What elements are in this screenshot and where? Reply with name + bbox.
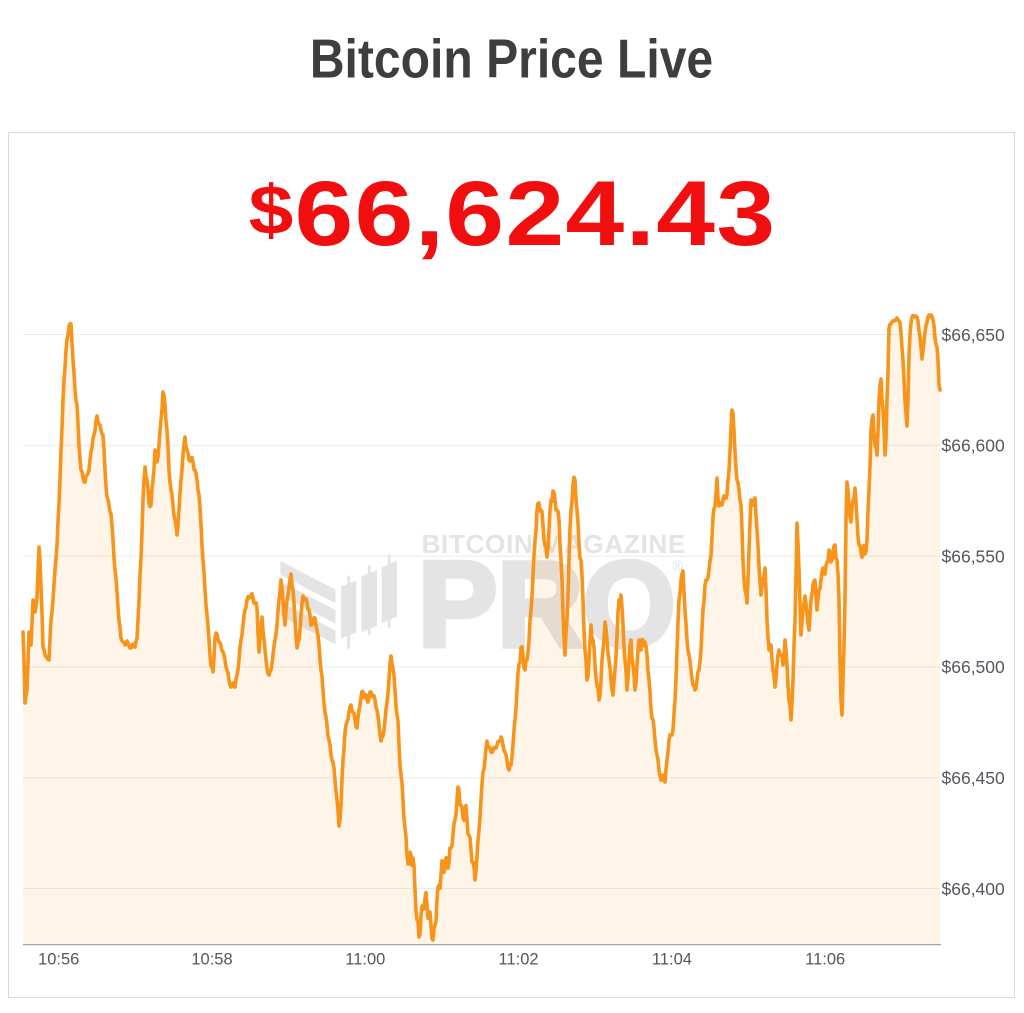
svg-text:$66,400: $66,400 (942, 879, 1006, 899)
svg-text:11:00: 11:00 (345, 951, 385, 969)
svg-text:$66,450: $66,450 (942, 768, 1006, 788)
svg-text:$66,550: $66,550 (942, 546, 1006, 566)
svg-text:10:56: 10:56 (38, 951, 79, 969)
svg-text:11:02: 11:02 (499, 951, 539, 969)
svg-text:Bitcoin Price Live: Bitcoin Price Live (310, 27, 713, 89)
svg-text:$66,650: $66,650 (942, 325, 1006, 345)
svg-text:$66,600: $66,600 (942, 436, 1006, 456)
svg-text:$66,500: $66,500 (942, 657, 1006, 677)
svg-text:10:58: 10:58 (191, 951, 232, 969)
svg-text:$66,624.43: $66,624.43 (249, 161, 777, 264)
svg-text:11:06: 11:06 (805, 951, 845, 969)
svg-text:11:04: 11:04 (652, 951, 692, 969)
svg-text:BITCOIN MAGAZINE: BITCOIN MAGAZINE (422, 529, 686, 559)
svg-text:®: ® (672, 559, 683, 575)
